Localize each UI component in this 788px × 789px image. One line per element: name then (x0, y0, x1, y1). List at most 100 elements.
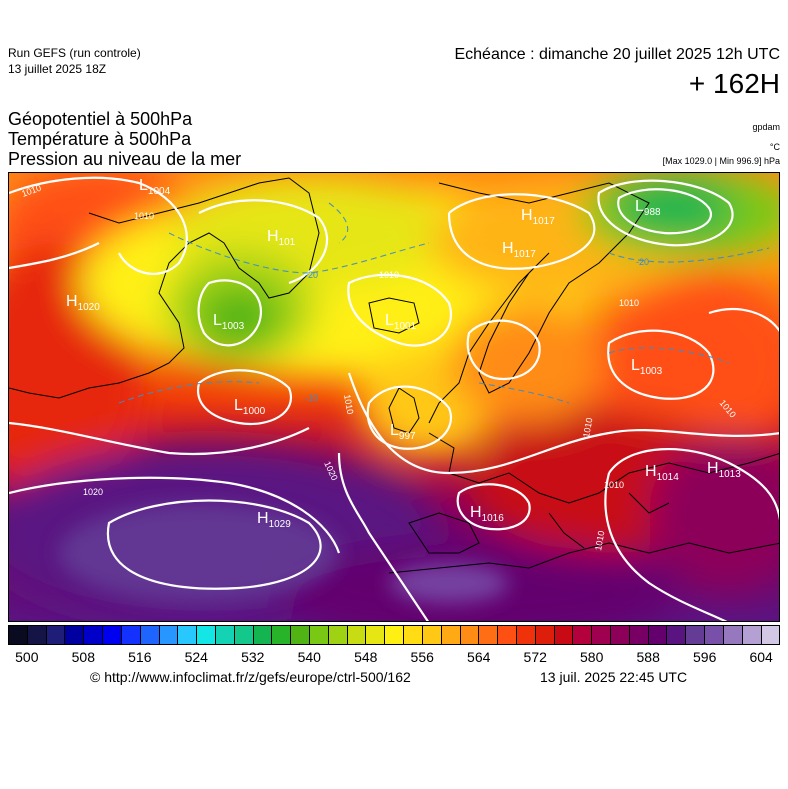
center-l-1004: L1004 (139, 177, 171, 197)
isobar (9, 421, 310, 456)
isobar-low-1003 (197, 279, 262, 347)
isobar (708, 308, 779, 333)
center-h-1017b: H1017 (502, 240, 536, 260)
colorbar-cell (742, 626, 762, 644)
colorbar-cell (347, 626, 367, 644)
isobar (347, 372, 779, 475)
center-h-1017a: H1017 (521, 207, 555, 227)
colorbar-cell (253, 626, 273, 644)
isobar-low-988-inner (617, 188, 713, 235)
coastline-north-africa (388, 542, 779, 574)
isobar-low-988 (597, 179, 734, 247)
colorbar-cell (404, 626, 423, 644)
run-label: Run GEFS (run controle) (8, 46, 141, 60)
isotherm-labels: -20 -20 -10 (305, 257, 649, 403)
colorbar-tick-label: 508 (71, 649, 95, 665)
colorbar-cell (27, 626, 47, 644)
colorbar-tick-label: 516 (128, 649, 152, 665)
center-l-1001: L1001 (385, 312, 417, 332)
colorbar-cell (479, 626, 499, 644)
parameter-geopotential: Géopotentiel à 500hPa (8, 109, 193, 129)
colorbar-tick-label: 580 (580, 649, 604, 665)
colorbar (8, 625, 780, 645)
colorbar-tick-label: 540 (297, 649, 321, 665)
forecast-horizon: + 162H (688, 68, 780, 99)
coastline-british-isles (388, 387, 420, 434)
isobar (9, 176, 188, 275)
pressure-centers: L1004 H1017 H1017 L988 H1020 L1003 L1001… (66, 177, 741, 530)
unit-celsius: °C (769, 142, 780, 152)
coastline-italy (548, 512, 585, 549)
isotherm (608, 247, 770, 263)
coastline-iceland (368, 297, 420, 334)
isotherm (478, 382, 570, 404)
colorbar-cell (65, 626, 85, 644)
center-l-1003b: L1003 (631, 357, 663, 377)
colorbar-tick-label: 548 (354, 649, 378, 665)
colorbar-cell (611, 626, 630, 644)
colorbar-cell (9, 626, 28, 644)
coastline-greenland-canada (9, 177, 320, 399)
colorbar-cell (422, 626, 442, 644)
colorbar-cell (554, 626, 574, 644)
colorbar-cell (178, 626, 198, 644)
isotherm (328, 202, 349, 244)
center-h-1016: H1016 (470, 504, 504, 524)
colorbar-tick-label: 572 (523, 649, 547, 665)
colorbar-tick-label: 604 (749, 649, 773, 665)
colorbar-tick-label: 532 (241, 649, 265, 665)
colorbar-cell (215, 626, 235, 644)
colorbar-cell (328, 626, 348, 644)
isobar-low-1001 (347, 273, 452, 347)
coastline-iberia (408, 512, 480, 554)
colorbar-cell (385, 626, 405, 644)
isotherms (118, 202, 770, 404)
forecast-valid-time: Echéance : dimanche 20 juillet 2025 12h … (454, 46, 780, 63)
isobar-1020 (337, 452, 429, 621)
isobar-1010 (608, 448, 779, 521)
colorbar-cell (705, 626, 724, 644)
isotherm-label: -10 (305, 393, 318, 403)
subtropical-ridge (59, 503, 509, 603)
footer-url: © http://www.infoclimat.fr/z/gefs/europe… (90, 669, 411, 685)
isobar-1010b (604, 472, 728, 621)
colorbar-cell (121, 626, 141, 644)
colorbar-cell (159, 626, 179, 644)
center-h-1014: H1014 (645, 463, 679, 483)
center-h-1013: H1013 (707, 460, 741, 480)
isobar-low-997 (366, 385, 452, 450)
isobar-label: 1020 (83, 487, 103, 497)
center-l-997: L997 (390, 422, 416, 442)
isobar (198, 199, 329, 285)
unit-gpdam: gpdam (752, 122, 780, 132)
colorbar-tick-label: 596 (692, 649, 717, 665)
isobar-low-1000 (196, 369, 292, 426)
colorbar-cell (460, 626, 480, 644)
isobar-label: 1010 (342, 394, 355, 415)
coastline-greece (628, 492, 670, 514)
isotherm (168, 232, 430, 274)
colorbar-cell (140, 626, 160, 644)
isobar-label: 1010 (619, 298, 639, 308)
isotherm-label: -20 (636, 257, 649, 267)
colorbar-cell (84, 626, 104, 644)
colorbar-cell (648, 626, 668, 644)
colorbar-cell (234, 626, 254, 644)
weather-map: L1004 H1017 H1017 L988 H1020 L1003 L1001… (8, 172, 780, 622)
center-l-1000: L1000 (234, 397, 266, 417)
colorbar-cell (573, 626, 593, 644)
center-h-1029: H1029 (257, 510, 291, 530)
isotherm (608, 347, 730, 364)
isobar-low-1003b (607, 329, 715, 400)
isobar-label: 1010 (379, 270, 399, 280)
colorbar-cell (103, 626, 122, 644)
colorbar-cell (441, 626, 461, 644)
center-l-1003: L1003 (213, 312, 245, 332)
isobar (9, 242, 100, 270)
isobars (9, 176, 779, 621)
colorbar-cell (516, 626, 536, 644)
coastline-scandinavia (428, 182, 650, 424)
parameter-temperature: Température à 500hPa (8, 129, 192, 149)
unit-pressure-range: [Max 1029.0 | Min 996.9] hPa (662, 156, 780, 166)
colorbar-cell (667, 626, 687, 644)
